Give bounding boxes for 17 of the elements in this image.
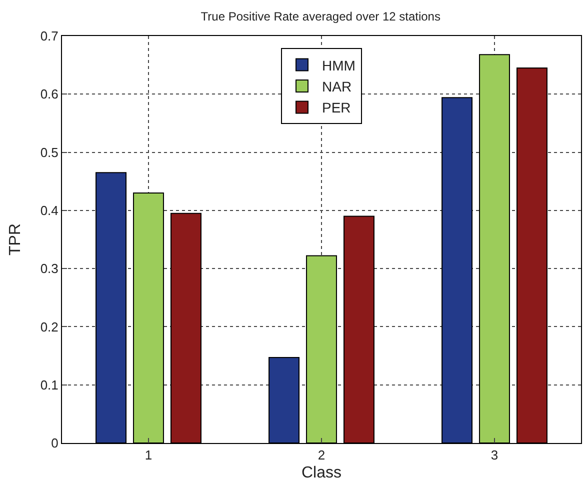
chart-title: True Positive Rate averaged over 12 stations — [200, 9, 440, 24]
x-tick-label: 3 — [490, 448, 498, 463]
y-tick-label: 0.2 — [40, 319, 58, 334]
y-tick-label: 0.1 — [40, 377, 58, 392]
y-tick-label: 0 — [51, 436, 58, 451]
legend-label: NAR — [322, 78, 352, 94]
legend-label: PER — [322, 100, 351, 116]
legend-label: HMM — [322, 57, 356, 74]
y-tick-label: 0.3 — [40, 261, 58, 276]
y-axis-title: TPR — [7, 224, 24, 256]
x-tick-label: 1 — [144, 448, 152, 463]
y-tick-label: 0.6 — [40, 86, 58, 102]
y-tick-label: 0.7 — [40, 28, 58, 44]
x-axis-title: Class — [301, 464, 342, 482]
x-tick-label: 2 — [318, 448, 326, 463]
y-tick-label: 0.5 — [40, 144, 58, 160]
y-tick-label: 0.4 — [40, 202, 58, 218]
